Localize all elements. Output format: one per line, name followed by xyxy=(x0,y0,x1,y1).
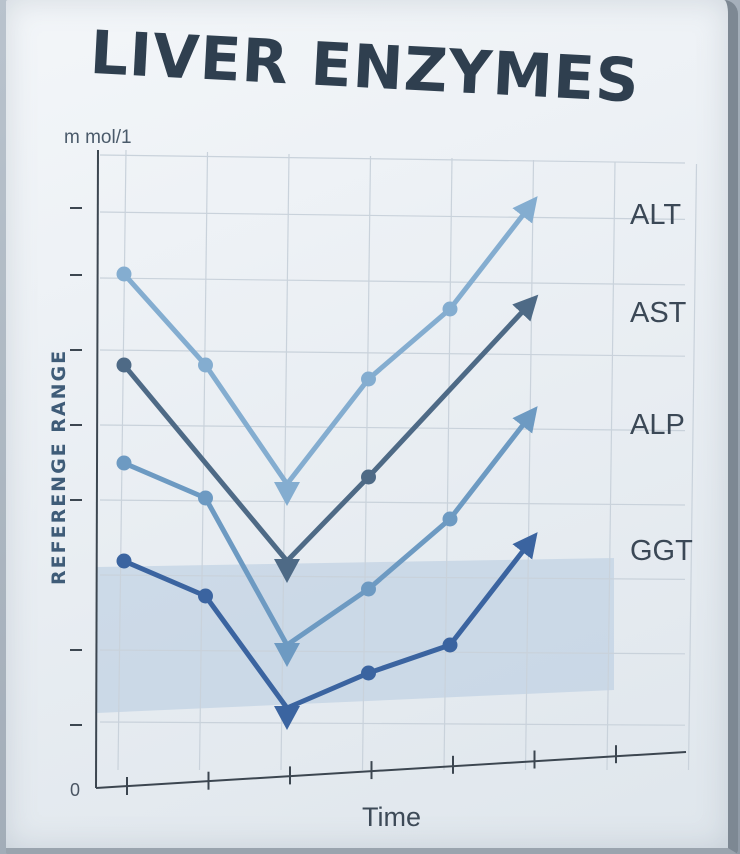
series-layer xyxy=(116,196,539,730)
series-trough-arrow-ast xyxy=(274,559,300,583)
series-label-ast: AST xyxy=(630,297,687,329)
data-point-alt xyxy=(442,301,458,317)
series-line-ast xyxy=(121,294,539,564)
series-label-alp: ALP xyxy=(630,409,685,441)
x-axis-line xyxy=(95,751,687,789)
y-tick-label: 0 xyxy=(70,780,81,800)
series-labels: ALT AST ALP GGT xyxy=(630,199,693,567)
data-point-alt xyxy=(198,357,213,373)
data-point-alp xyxy=(116,455,132,471)
grid-line-horizontal xyxy=(99,649,686,655)
series-label-alt: ALT xyxy=(630,199,681,231)
data-point-alt xyxy=(116,266,132,282)
grid-line-vertical xyxy=(443,157,453,771)
grid-line-vertical xyxy=(687,163,698,771)
data-point-alp xyxy=(198,490,213,506)
grid-line-horizontal xyxy=(99,154,686,164)
grid-line-horizontal xyxy=(99,499,686,506)
grid-lines xyxy=(99,149,698,771)
grid-line-horizontal xyxy=(99,574,686,581)
grid-line-vertical xyxy=(606,161,616,771)
series-trough-arrow-ggt xyxy=(274,706,300,730)
grid-line-horizontal xyxy=(99,349,686,357)
data-point-alt xyxy=(361,371,376,387)
y-axis-line xyxy=(95,149,99,789)
series-line-alp xyxy=(121,406,538,648)
grid-line-vertical xyxy=(524,159,535,771)
series-trough-arrow-alp xyxy=(274,643,300,667)
data-point-ggt xyxy=(442,637,458,653)
grid-line-horizontal xyxy=(99,211,686,220)
whiteboard xyxy=(6,0,738,854)
axes xyxy=(70,149,687,795)
grid-line-vertical xyxy=(280,153,290,771)
grid-line-horizontal xyxy=(99,277,686,286)
series-line-ggt xyxy=(121,532,538,711)
x-axis-label: Time xyxy=(362,802,421,832)
series-label-ggt: GGT xyxy=(630,535,693,567)
data-point-ggt xyxy=(116,553,132,569)
data-point-ast xyxy=(361,469,376,485)
data-point-alp xyxy=(361,581,376,597)
series-trough-arrow-alt xyxy=(274,482,300,506)
data-point-alp xyxy=(442,511,458,527)
series-line-alt xyxy=(121,196,538,487)
grid-line-horizontal xyxy=(99,721,686,726)
data-point-ggt xyxy=(198,588,213,604)
y-unit-label: m mol/1 xyxy=(64,127,132,148)
data-point-ast xyxy=(116,357,132,373)
data-point-ggt xyxy=(361,665,376,681)
grid-line-horizontal xyxy=(99,424,686,432)
